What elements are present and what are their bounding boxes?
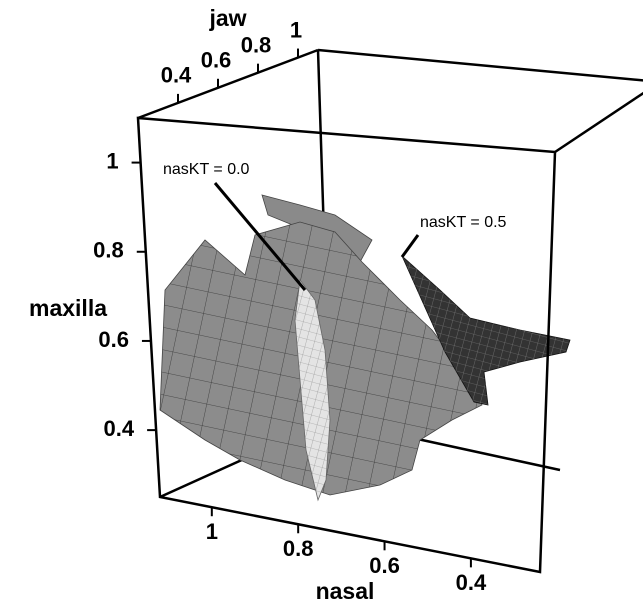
x-tick-label: 0.8 <box>283 536 314 561</box>
annotation: nasKT = 0.0 <box>163 161 250 178</box>
surface-dark-mesh <box>402 256 570 405</box>
y-tick-label: 0.4 <box>161 63 192 88</box>
y-tick-label: 0.6 <box>201 48 232 73</box>
annotation: nasKT = 0.5 <box>420 214 507 231</box>
axis-title: nasal <box>316 578 375 604</box>
z-tick-label: 0.8 <box>93 238 124 263</box>
y-tick-label: 1 <box>290 17 302 42</box>
x-tick-label: 0.6 <box>369 553 400 578</box>
surface-light-mesh <box>295 280 330 500</box>
z-tick-label: 0.4 <box>104 416 135 441</box>
z-tick-label: 0.6 <box>98 327 129 352</box>
x-tick-label: 0.4 <box>456 570 487 595</box>
z-tick-label: 1 <box>106 148 118 173</box>
axis-title: maxilla <box>29 295 107 321</box>
annotation-leader <box>213 182 307 291</box>
x-tick-label: 1 <box>206 519 218 544</box>
y-tick-label: 0.8 <box>241 32 272 57</box>
surfaces <box>159 194 571 502</box>
annotation-leader <box>400 234 420 258</box>
axis-title: jaw <box>208 5 246 31</box>
